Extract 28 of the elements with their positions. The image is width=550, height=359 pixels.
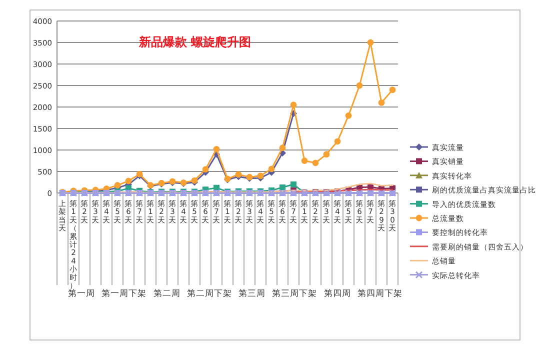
point — [301, 158, 308, 164]
point — [345, 112, 352, 119]
point — [312, 160, 319, 166]
text: 第四周下架 — [357, 288, 402, 299]
text: 第一周 — [68, 288, 96, 299]
point — [125, 178, 132, 184]
text: 第三周 — [238, 288, 266, 299]
point — [114, 182, 121, 188]
text: 第三周下架 — [272, 288, 318, 299]
point — [268, 166, 275, 172]
point — [367, 39, 374, 46]
point — [279, 144, 286, 152]
point — [202, 166, 209, 173]
point — [389, 86, 396, 93]
point — [290, 102, 297, 108]
text: 第一周下架 — [102, 288, 147, 299]
point — [323, 151, 330, 158]
point — [334, 138, 341, 145]
point — [378, 100, 385, 106]
text: 第二周 — [153, 288, 180, 299]
point — [235, 171, 242, 178]
text: 第二周下架 — [186, 288, 232, 299]
text: 第四周 — [324, 288, 351, 299]
point — [356, 82, 363, 89]
point — [290, 181, 296, 188]
point — [213, 146, 220, 152]
point — [257, 172, 264, 179]
text: 新品爆款 螺旋爬升图 — [138, 35, 252, 49]
